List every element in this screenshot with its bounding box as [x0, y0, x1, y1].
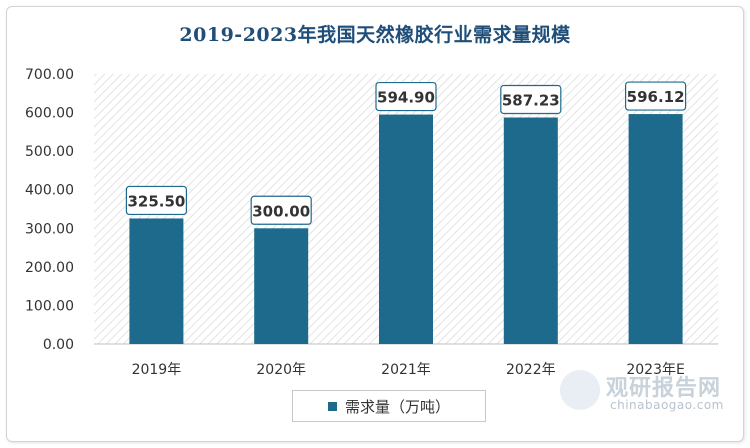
y-tick-label: 500.00: [25, 144, 74, 160]
data-label-box: [125, 185, 188, 216]
y-tick-label: 100.00: [25, 298, 74, 314]
data-label: 594.90: [377, 89, 435, 107]
data-label: 596.12: [627, 88, 685, 106]
data-label: 325.50: [127, 192, 185, 210]
data-label-box: [500, 84, 562, 115]
bar-3: [379, 114, 433, 344]
legend: 需求量（万吨）: [292, 390, 486, 422]
x-tick-label: 2023年E: [626, 362, 684, 378]
x-tick-label: 2019年: [132, 362, 182, 378]
bar-4: [503, 117, 558, 344]
legend-swatch: [327, 401, 337, 411]
y-tick-label: 600.00: [25, 106, 74, 122]
watermark-logo-icon: [560, 370, 600, 410]
y-tick-label: 400.00: [25, 183, 74, 199]
bar-2: [254, 228, 309, 344]
x-tick-label: 2020年: [256, 362, 306, 378]
legend-label: 需求量（万吨）: [344, 397, 450, 416]
y-tick-label: 200.00: [25, 260, 74, 276]
watermark-brand-en: chinabaogao.com: [610, 398, 724, 412]
y-tick-label: 0.00: [43, 337, 74, 353]
data-label-box: [375, 81, 437, 112]
data-label-box: [250, 195, 312, 225]
chart-title: 2019-2023年我国天然橡胶行业需求量规模: [179, 24, 571, 46]
watermark: 观研报告网 chinabaogao.com: [560, 370, 730, 420]
bar-5: [628, 114, 683, 345]
x-tick-label: 2021年: [381, 362, 431, 378]
y-tick-label: 300.00: [25, 221, 74, 237]
x-tick-label: 2022年: [506, 362, 556, 378]
bar-1: [129, 218, 184, 344]
data-label: 587.23: [502, 91, 560, 109]
data-label-box: [624, 81, 687, 111]
data-label: 300.00: [252, 202, 310, 220]
watermark-brand-cn: 观研报告网: [606, 376, 722, 401]
y-tick-label: 700.00: [25, 67, 74, 83]
